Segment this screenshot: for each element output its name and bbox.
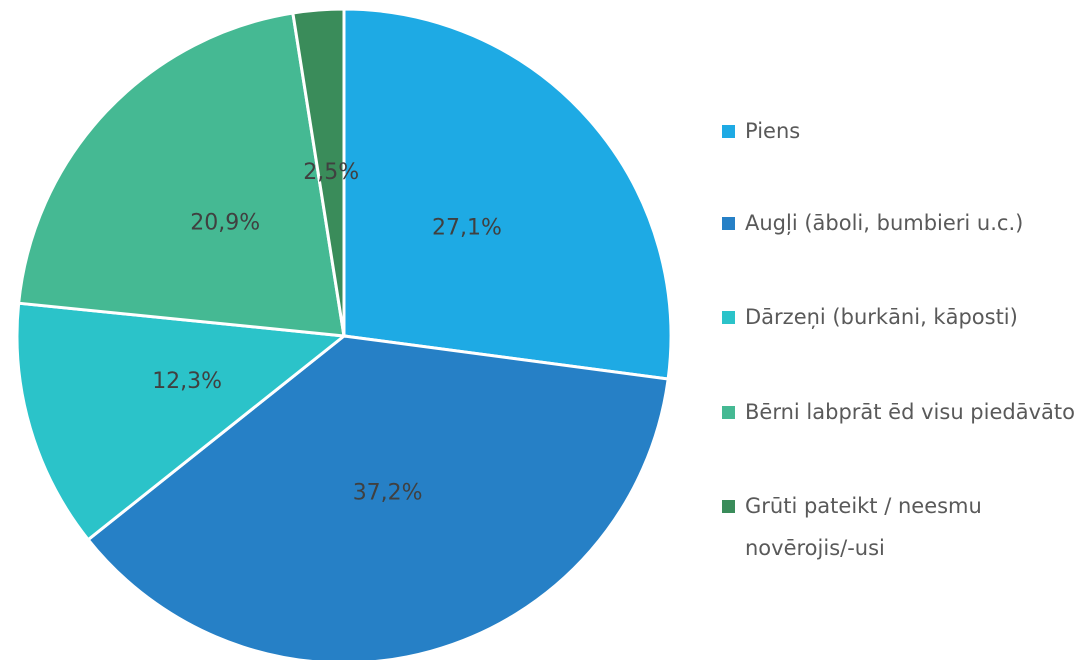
pie-slice — [15, 301, 348, 542]
data-label: 37,2% — [353, 481, 423, 506]
legend-label: Piens — [745, 119, 801, 143]
legend-item: Augļi (āboli, bumbieri u.c.) — [722, 202, 1077, 244]
legend-swatch — [722, 311, 735, 324]
data-label: 2,5% — [303, 160, 359, 185]
legend-item: Grūti pateikt / neesmu novērojis/-usi — [722, 485, 1077, 569]
pie-slice — [291, 7, 346, 337]
legend-item: Bērni labprāt ēd visu piedāvāto — [722, 391, 1077, 433]
legend-item: Piens — [722, 110, 1077, 152]
pie-slice — [17, 11, 346, 338]
legend-item: Dārzeņi (burkāni, kāposti) — [722, 296, 1077, 338]
data-label: 20,9% — [190, 211, 260, 236]
legend-swatch — [722, 500, 735, 513]
legend-swatch — [722, 406, 735, 419]
legend-swatch — [722, 125, 735, 138]
legend-label: Augļi (āboli, bumbieri u.c.) — [745, 211, 1024, 235]
legend-label: Bērni labprāt ēd visu piedāvāto — [745, 400, 1075, 424]
legend-swatch — [722, 217, 735, 230]
data-label: 12,3% — [152, 369, 222, 394]
legend-label: Dārzeņi (burkāni, kāposti) — [745, 305, 1018, 329]
pie-slice — [86, 334, 670, 660]
legend-label: Grūti pateikt / neesmu novērojis/-usi — [745, 494, 982, 560]
data-label: 27,1% — [432, 215, 502, 240]
pie-slice — [342, 7, 673, 381]
